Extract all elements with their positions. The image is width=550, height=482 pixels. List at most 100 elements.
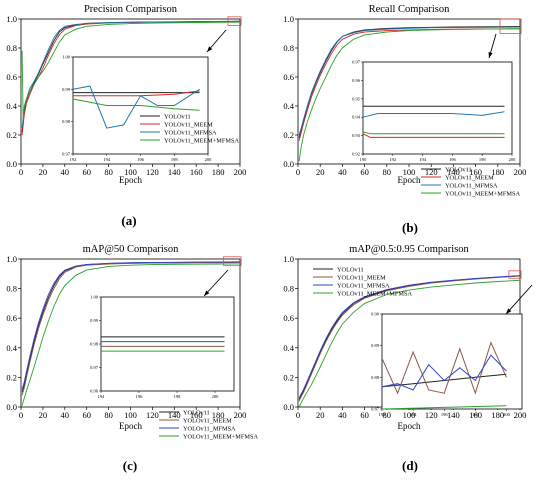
- inset-x-tick-label: 198: [479, 157, 487, 162]
- x-tick-label: 180: [212, 167, 225, 177]
- x-tick-label: 100: [403, 410, 416, 420]
- panel-label: (b): [402, 220, 418, 235]
- y-tick-label: 0.0: [6, 159, 17, 169]
- inset-y-tick-label: 0.96: [90, 389, 99, 394]
- inset-x-tick-label: 192: [70, 157, 77, 162]
- panel-label: (d): [402, 458, 418, 473]
- legend-label-4: YOLOv11_MEEM+MFMSA: [337, 291, 412, 298]
- legend-label-4: YOLOv11_MEEM+MFMSA: [445, 191, 520, 198]
- x-tick-label: 0: [19, 410, 23, 420]
- x-tick-label: 20: [316, 167, 325, 177]
- chart-title: Recall Comparison: [369, 4, 451, 15]
- x-tick-label: 20: [39, 410, 48, 420]
- inset-y-tick-label: 0.99: [90, 318, 99, 323]
- inset-y-tick-label: 0.97: [62, 152, 71, 157]
- inset-y-tick-label: 0.90: [371, 312, 380, 317]
- y-tick-label: 0.2: [6, 130, 17, 140]
- y-tick-label: 0.4: [283, 343, 294, 353]
- x-axis-label: Epoch: [398, 175, 421, 185]
- legend-label-2: YOLOv11_MEEM: [183, 418, 232, 425]
- legend-label-1: YOLOv11: [164, 114, 191, 121]
- legend-label-2: YOLOv11_MEEM: [445, 175, 494, 182]
- y-tick-label: 0.4: [283, 101, 294, 111]
- x-tick-label: 20: [39, 167, 48, 177]
- x-tick-label: 0: [19, 167, 23, 177]
- x-tick-label: 120: [146, 410, 159, 420]
- zoom-region-box: [508, 270, 522, 279]
- inset-series-line-3: [72, 85, 200, 129]
- x-axis-label: Epoch: [398, 421, 421, 431]
- panel-label: (c): [123, 458, 137, 473]
- inset-x-tick-label: 194: [98, 394, 106, 399]
- y-tick-label: 0.8: [6, 284, 17, 294]
- legend-label-3: YOLOv11_MFMSA: [337, 283, 390, 290]
- y-tick-label: 0.2: [283, 372, 294, 382]
- y-tick-label: 1.0: [283, 254, 294, 264]
- legend-label-1: YOLOv11: [183, 410, 210, 417]
- x-tick-label: 180: [491, 410, 504, 420]
- x-tick-label: 200: [234, 167, 247, 177]
- x-tick-label: 40: [61, 167, 70, 177]
- inset-y-tick-label: 0.92: [352, 152, 360, 157]
- x-tick-label: 140: [168, 410, 181, 420]
- x-tick-label: 100: [403, 167, 416, 177]
- series-line-3: [298, 26, 521, 136]
- x-tick-label: 80: [104, 167, 113, 177]
- series-line-3: [298, 275, 521, 399]
- y-tick-label: 0.6: [6, 72, 17, 82]
- series-line-2: [21, 262, 241, 396]
- y-tick-label: 0.8: [283, 284, 294, 294]
- x-tick-label: 140: [447, 410, 460, 420]
- series-line-3: [21, 261, 241, 390]
- chart-panel-3: mAP@50 Comparison 0 20 40 60 80 100 120 140 160 18…: [6, 244, 258, 473]
- x-tick-label: 40: [338, 410, 347, 420]
- x-tick-label: 0: [296, 410, 300, 420]
- inset-y-tick-label: 0.98: [62, 119, 71, 124]
- legend-label-1: YOLOv11: [337, 267, 364, 274]
- panel-label: (a): [121, 213, 136, 228]
- x-tick-label: 60: [360, 167, 369, 177]
- inset-y-tick-label: 0.97: [90, 365, 99, 370]
- inset-x-tick-label: 194: [103, 157, 111, 162]
- chart-title: mAP@0.5:0.95 Comparison: [349, 244, 469, 255]
- inset-y-tick-label: 0.93: [352, 133, 361, 138]
- inset-x-tick-label: 196: [137, 157, 145, 162]
- zoom-region-box: [227, 16, 242, 26]
- x-tick-label: 80: [104, 410, 113, 420]
- y-tick-label: 0.6: [283, 313, 294, 323]
- x-tick-label: 160: [469, 410, 482, 420]
- inset-frame: [381, 313, 523, 410]
- zoom-arrowhead: [488, 52, 493, 58]
- y-tick-label: 0.0: [283, 159, 294, 169]
- zoom-arrow: [505, 284, 533, 315]
- inset-x-tick-label: 198: [472, 412, 480, 417]
- inset-y-tick-label: 0.99: [62, 87, 71, 92]
- inset-y-tick-label: 0.98: [90, 342, 99, 347]
- y-tick-label: 0.2: [6, 372, 17, 382]
- x-tick-label: 0: [296, 167, 300, 177]
- inset-series-line-3: [381, 354, 507, 391]
- inset-y-tick-label: 0.97: [352, 60, 361, 65]
- x-tick-label: 140: [168, 167, 181, 177]
- inset-x-tick-label: 194: [410, 412, 418, 417]
- x-tick-label: 140: [447, 167, 460, 177]
- x-tick-label: 20: [316, 410, 325, 420]
- x-tick-label: 40: [61, 410, 70, 420]
- x-tick-label: 180: [212, 410, 225, 420]
- x-tick-label: 120: [425, 167, 438, 177]
- legend-label-2: YOLOv11_MEEM: [337, 275, 386, 282]
- series-line-2: [298, 275, 521, 402]
- inset-y-tick-label: 0.95: [352, 96, 361, 101]
- legend-label-1: YOLOv11: [445, 167, 472, 174]
- chart-panel-4: mAP@0.5:0.95 Comparison 0 20 40 60 80 100 120 14…: [283, 244, 533, 473]
- x-tick-label: 60: [82, 167, 91, 177]
- inset-series-line-4: [381, 405, 507, 410]
- zoom-region-box: [499, 18, 522, 34]
- y-tick-label: 0.4: [6, 343, 17, 353]
- inset-x-tick-label: 200: [212, 394, 220, 399]
- inset-y-tick-label: 0.87: [371, 407, 380, 412]
- legend-label-3: YOLOv11_MFMSA: [164, 130, 217, 137]
- inset-y-tick-label: 0.94: [352, 115, 361, 120]
- inset-series-line-4: [362, 131, 505, 135]
- y-tick-label: 0.8: [283, 43, 294, 53]
